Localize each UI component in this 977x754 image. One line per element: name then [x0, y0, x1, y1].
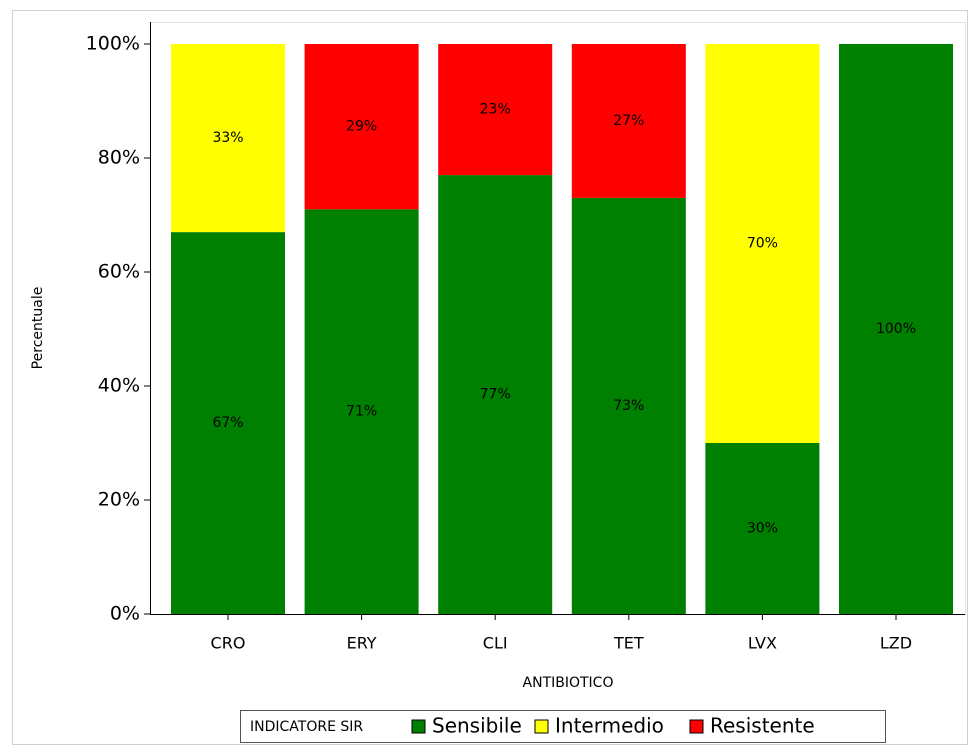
legend-label: Resistente	[710, 714, 815, 738]
legend-title: INDICATORE SIR	[250, 719, 363, 735]
bar-segment	[171, 44, 285, 233]
legend-box	[240, 710, 886, 743]
data-label: 77%	[480, 387, 511, 403]
bar-segment	[705, 443, 820, 614]
data-label: 73%	[613, 398, 644, 414]
legend-swatch	[534, 719, 549, 734]
y-tick-label: 0%	[110, 603, 140, 625]
x-tick-label: LZD	[880, 634, 912, 653]
data-label: 33%	[212, 130, 243, 146]
bar-segment	[839, 44, 953, 614]
data-label: 67%	[212, 415, 243, 431]
bar-segment	[171, 232, 285, 614]
data-label: 29%	[346, 119, 377, 135]
x-axis-label: ANTIBIOTICO	[523, 675, 614, 691]
data-label: 71%	[346, 404, 377, 420]
bar-segment	[705, 44, 820, 443]
legend-swatch	[411, 719, 426, 734]
bar-segment	[304, 209, 419, 615]
x-tick-label: CLI	[483, 634, 508, 653]
y-axis-label: Percentuale	[30, 287, 46, 370]
data-label: 70%	[747, 236, 778, 252]
bar-segment	[438, 175, 553, 614]
bar-segment	[571, 197, 686, 614]
data-label: 30%	[747, 521, 778, 537]
legend-swatch	[689, 719, 704, 734]
y-tick-label: 100%	[86, 33, 140, 55]
bar-segment	[304, 44, 419, 210]
x-tick-label: TET	[613, 634, 644, 653]
data-label: 27%	[613, 113, 644, 129]
data-label: 100%	[876, 321, 916, 337]
x-tick-label: ERY	[347, 634, 377, 653]
y-tick-label: 80%	[98, 147, 140, 169]
x-tick-label: LVX	[748, 634, 777, 653]
data-label: 23%	[480, 102, 511, 118]
legend-label: Intermedio	[555, 714, 664, 738]
y-tick-label: 40%	[98, 375, 140, 397]
bar-segment	[438, 44, 553, 176]
outer-frame	[12, 10, 968, 745]
bar-segment	[571, 44, 686, 198]
legend-label: Sensibile	[432, 714, 522, 738]
y-tick-label: 60%	[98, 261, 140, 283]
y-tick-label: 20%	[98, 489, 140, 511]
x-tick-label: CRO	[211, 634, 246, 653]
